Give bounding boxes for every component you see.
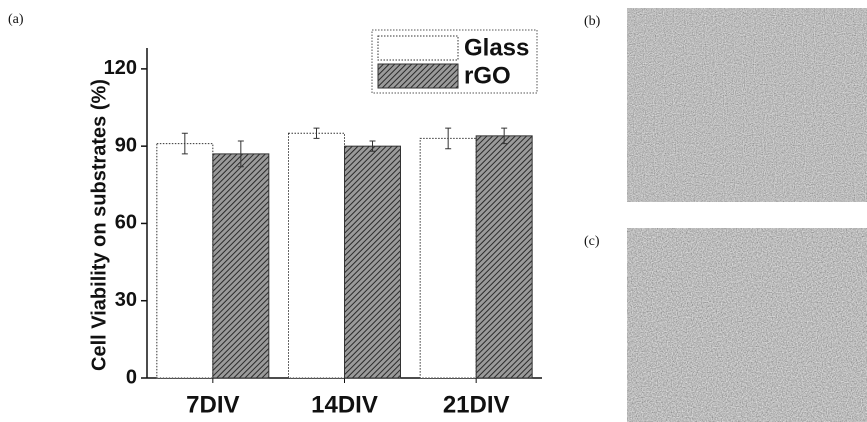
y-axis-label: Cell Viability on substrates (%) [88, 79, 110, 371]
panel-label: (b) [584, 14, 601, 29]
bar [476, 136, 532, 378]
legend-swatch [378, 64, 458, 88]
bar [289, 133, 345, 378]
legend-label: rGO [464, 62, 511, 89]
bar [345, 146, 401, 378]
chart: Cell Viability on substrates (%) 0 30 60 90 1… [88, 30, 542, 418]
panel-label: (a) [8, 12, 24, 27]
x-tick-label: 21DIV [443, 391, 510, 418]
y-tick-label: 120 [104, 57, 137, 79]
y-tick-label: 60 [115, 212, 137, 234]
y-tick-label: 90 [115, 134, 137, 156]
legend-swatch [378, 36, 458, 60]
bar [213, 154, 269, 378]
panel-label: (c) [584, 234, 600, 249]
bar [420, 138, 476, 378]
micrograph [627, 228, 867, 422]
legend-label: Glass [464, 34, 529, 61]
figure: (a) (b) (c) Cell Viability on substrates… [0, 0, 867, 422]
x-tick-label: 7DIV [186, 391, 239, 418]
x-tick-label: 14DIV [311, 391, 378, 418]
micrograph [627, 8, 867, 202]
y-tick-label: 0 [126, 366, 137, 388]
bar [157, 144, 213, 378]
y-tick-label: 30 [115, 289, 137, 311]
